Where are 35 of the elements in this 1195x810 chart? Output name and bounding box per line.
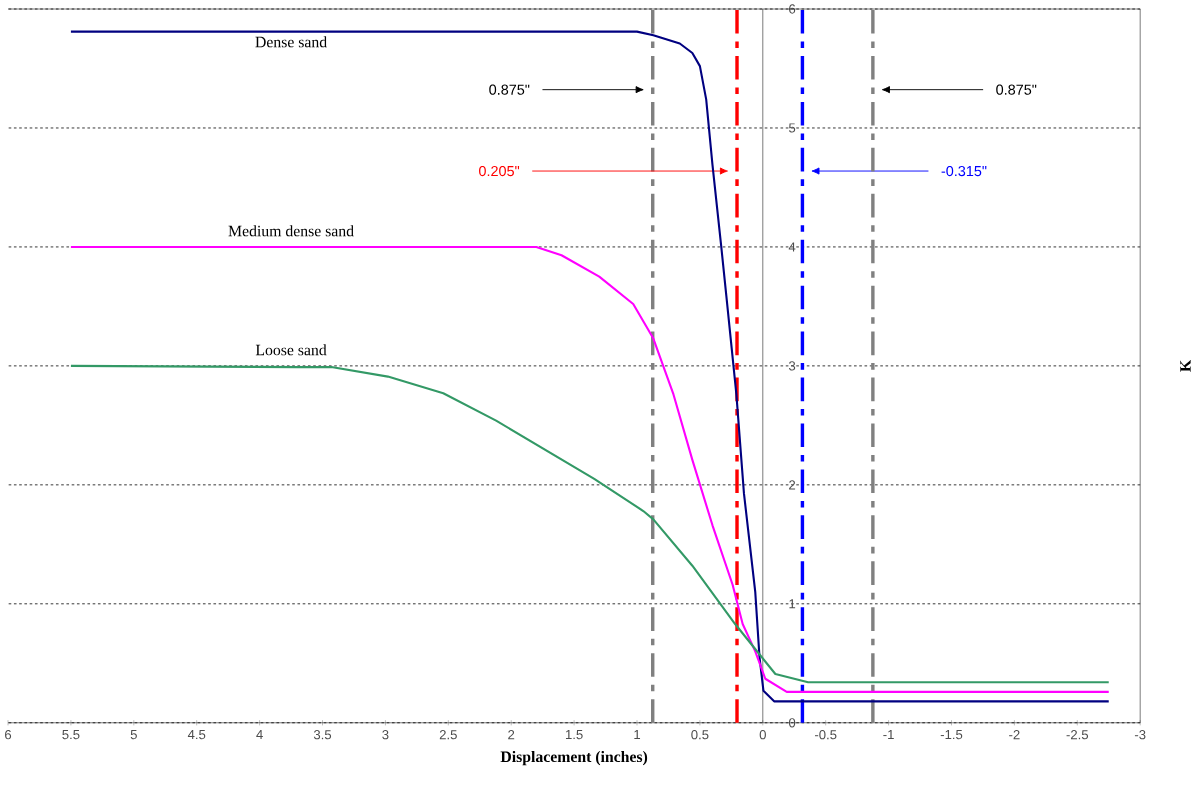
x-tick-label: 0.5 [691, 730, 709, 740]
y-tick-label: 4 [788, 242, 796, 252]
x-tick-label: 1 [634, 730, 641, 740]
series-label: Loose sand [255, 344, 327, 356]
y-tick-label: 2 [789, 480, 796, 490]
y-tick-label: 6 [789, 4, 796, 14]
annotation: 0.875" [489, 84, 530, 95]
x-tick-label: 3 [382, 730, 389, 740]
x-tick-label: -3 [1134, 730, 1146, 740]
x-tick-label: 6 [5, 730, 12, 740]
ref-line-label: -0.315" [941, 166, 987, 177]
x-tick-label: 2.5 [439, 730, 457, 740]
x-tick-label: 1.5 [565, 730, 583, 740]
x-tick-label: 2 [508, 730, 515, 740]
series-label: Dense sand [255, 36, 327, 48]
x-tick-label: -2 [1009, 730, 1020, 740]
series-label: Medium dense sand [228, 225, 354, 237]
x-tick-label: -2.5 [1066, 730, 1089, 740]
x-axis-title: Displacement (inches) [500, 751, 648, 766]
y-tick-label: 0 [788, 718, 796, 728]
x-tick-label: -1.5 [940, 730, 963, 740]
x-tick-label: -0.5 [814, 730, 837, 740]
x-tick-label: 3.5 [313, 730, 332, 740]
x-tick-label: 5 [130, 730, 137, 740]
y-tick-label: 5 [788, 123, 796, 133]
y-tick-label: 3 [788, 361, 796, 371]
y-axis-title: K [1180, 360, 1191, 372]
x-tick-label: 4.5 [187, 730, 206, 740]
annotation: 0.875" [996, 84, 1037, 95]
x-tick-label: 4 [256, 730, 263, 740]
ref-line-label: 0.205" [479, 166, 520, 177]
y-tick-label: 1 [789, 599, 796, 609]
x-tick-label: 5.5 [62, 730, 80, 740]
x-tick-label: 0 [759, 730, 766, 740]
x-tick-label: -1 [883, 730, 894, 740]
